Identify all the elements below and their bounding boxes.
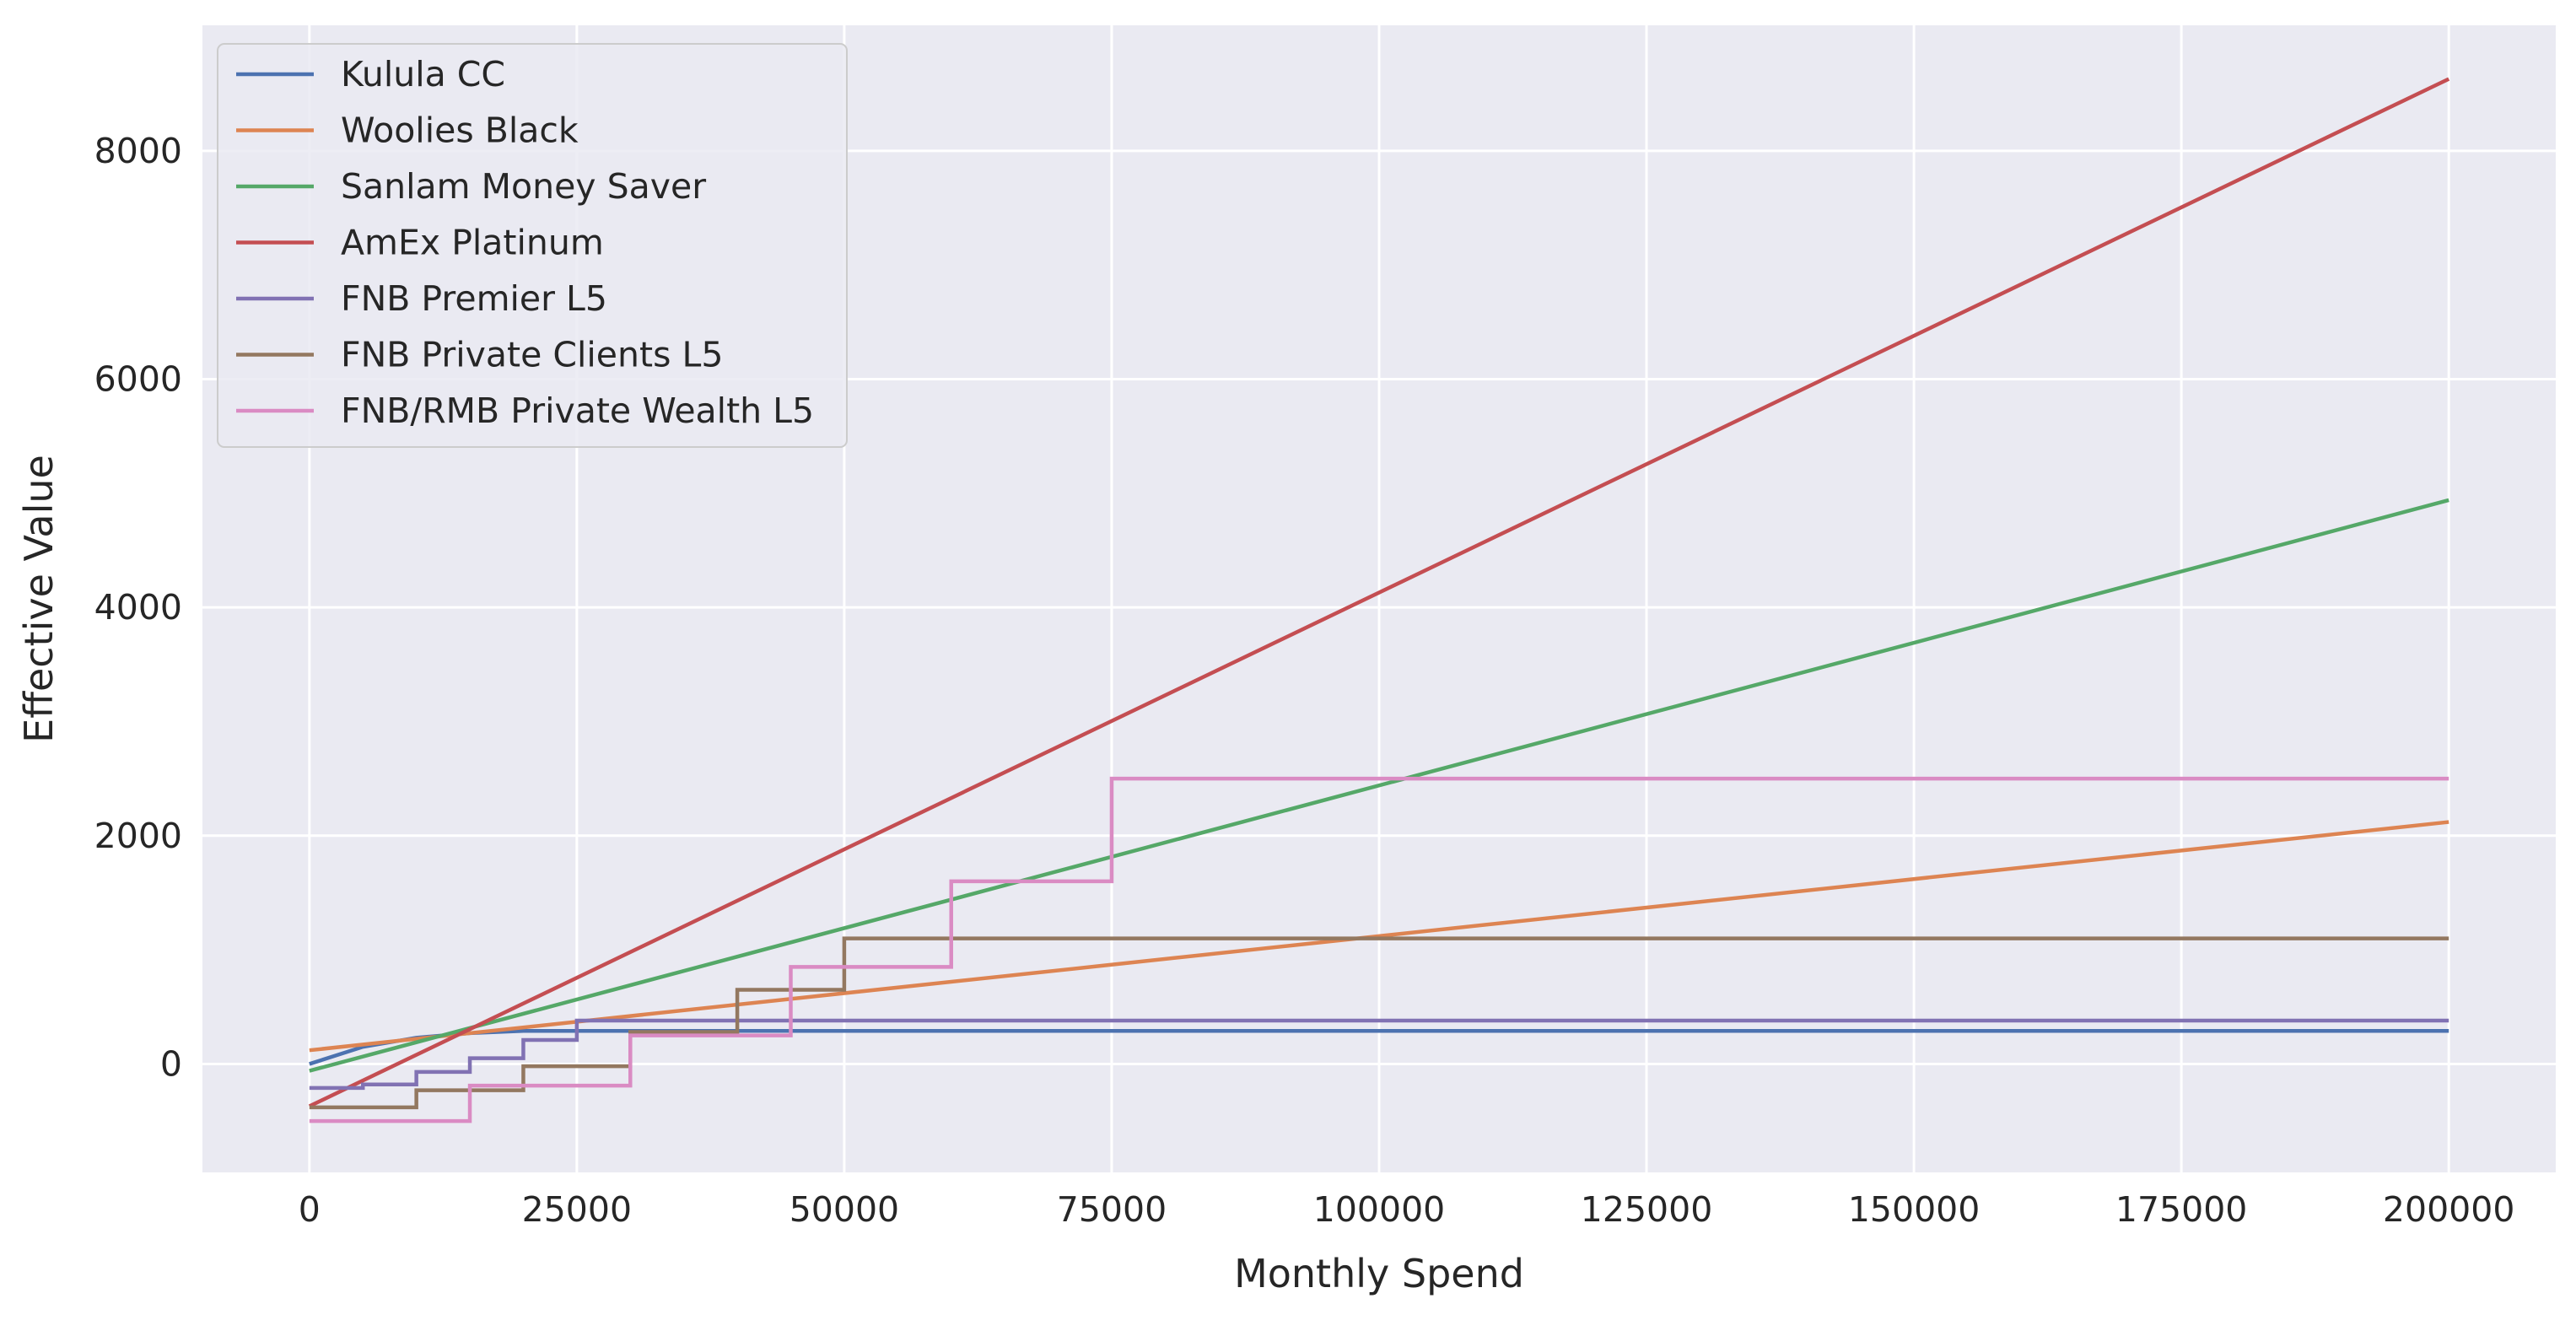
y-axis-label: Effective Value xyxy=(16,455,62,743)
legend-label: FNB Premier L5 xyxy=(341,278,607,319)
series-line-3 xyxy=(309,498,2449,1073)
legend-label: Kulula CC xyxy=(341,54,505,94)
x-tick-label: 50000 xyxy=(790,1189,899,1230)
series-line-4 xyxy=(308,77,2450,1108)
series-lines xyxy=(308,77,2450,1123)
legend-label: FNB Private Clients L5 xyxy=(341,335,723,375)
x-tick-label: 100000 xyxy=(1313,1189,1446,1230)
x-tick-label: 125000 xyxy=(1581,1189,1713,1230)
series-line-5 xyxy=(309,1018,2449,1091)
y-tick-label: 4000 xyxy=(94,587,182,628)
legend-label: AmEx Platinum xyxy=(341,223,604,263)
x-tick-label: 200000 xyxy=(2383,1189,2515,1230)
x-tick-label: 175000 xyxy=(2115,1189,2248,1230)
y-tick-label: 0 xyxy=(160,1043,182,1084)
x-tick-label: 75000 xyxy=(1057,1189,1167,1230)
x-tick-label: 25000 xyxy=(522,1189,632,1230)
x-axis-label: Monthly Spend xyxy=(1234,1251,1524,1296)
y-tick-label: 6000 xyxy=(94,359,182,400)
x-tick-label: 150000 xyxy=(1848,1189,1981,1230)
y-tick-label: 8000 xyxy=(94,131,182,171)
series-line-2 xyxy=(309,820,2449,1053)
tick-labels: 0 25000 50000 75000 100000 125000 150000 175000… xyxy=(94,131,2515,1230)
series-line-7 xyxy=(309,776,2449,1123)
legend: Kulula CC Woolies Black Sanlam Money Saver… xyxy=(217,43,848,448)
y-tick-label: 2000 xyxy=(94,816,182,856)
legend-label: Sanlam Money Saver xyxy=(341,166,706,207)
legend-label: FNB/RMB Private Wealth L5 xyxy=(341,391,814,431)
legend-box xyxy=(217,43,848,448)
legend-label: Woolies Black xyxy=(341,110,579,151)
x-tick-label: 0 xyxy=(299,1189,321,1230)
